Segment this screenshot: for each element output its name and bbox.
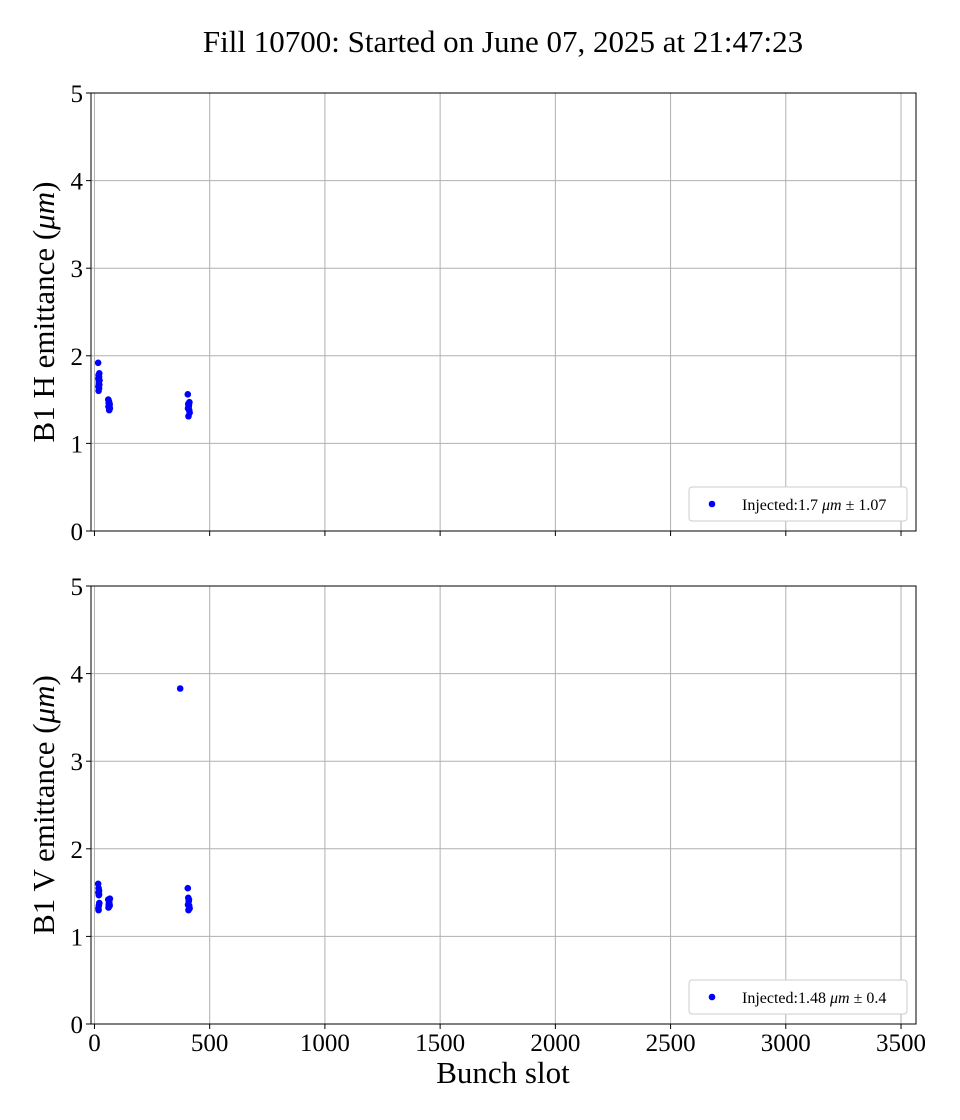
data-point [184, 884, 192, 892]
x-tick-label: 0 [88, 1030, 101, 1057]
x-tick-label: 3000 [761, 1030, 811, 1057]
data-point [185, 412, 192, 420]
y-axis-label: B1 V emittance (μm) [26, 675, 61, 935]
x-axis-label: Bunch slot [436, 1055, 570, 1090]
data-point [184, 405, 192, 412]
legend-marker [708, 500, 716, 508]
legend-colon: : [794, 497, 798, 514]
y-axis-label-close: ) [26, 182, 61, 192]
y-tick-label: 1 [71, 924, 84, 951]
data-point [106, 900, 113, 908]
legend-box [688, 979, 908, 1015]
legend-value: 1.48 [798, 990, 826, 1007]
y-tick-label: 5 [71, 81, 84, 108]
legend-unit: μm [829, 990, 850, 1007]
y-axis-label-text: B1 H emittance ( [26, 230, 61, 443]
bottom-panel: 0 500 1000 1500 2000 2500 3000 3500 0 1 2 3 4 5 B1 V e… [26, 574, 926, 1057]
data-point [95, 381, 103, 389]
legend-series-name: Injected [742, 990, 794, 1007]
plot-frame [90, 585, 917, 1025]
y-tick-label: 3 [71, 256, 84, 283]
y-tick-label: 4 [71, 169, 84, 196]
y-axis-label-unit: μm [26, 685, 61, 724]
plot-frame [90, 92, 917, 532]
data-point [106, 402, 113, 410]
legend-plus-minus: ± [846, 497, 855, 514]
legend-plus-minus: ± [854, 990, 863, 1007]
x-tick-label: 2000 [530, 1030, 580, 1057]
y-tick-label: 0 [71, 1012, 84, 1039]
data-point [184, 901, 192, 909]
data-point [106, 895, 114, 903]
x-tick-label: 2500 [646, 1030, 696, 1057]
legend-series-name: Injected [742, 497, 794, 514]
y-tick-label: 0 [71, 519, 84, 546]
legend-unit: μm [821, 497, 842, 514]
x-tick-label: 1500 [415, 1030, 465, 1057]
data-point [95, 370, 103, 377]
x-tick-label: 1000 [300, 1030, 350, 1057]
legend-error: 1.07 [858, 497, 886, 514]
legend-marker [708, 993, 716, 1001]
y-tick-label: 3 [71, 749, 84, 776]
legend-value: 1.7 [798, 497, 818, 514]
data-point [185, 906, 192, 914]
y-tick-label: 1 [71, 431, 84, 458]
legend-error: 0.4 [866, 990, 886, 1007]
data-point [95, 906, 102, 914]
data-point [184, 391, 192, 398]
y-axis-label-close: ) [26, 675, 61, 685]
y-axis-label-text: B1 V emittance ( [26, 723, 61, 935]
y-axis-label: B1 H emittance (μm) [26, 182, 61, 443]
data-point [176, 685, 184, 692]
legend-colon: : [794, 990, 798, 1007]
data-point [185, 896, 193, 903]
x-tick-label: 3500 [876, 1030, 926, 1057]
y-tick-label: 4 [71, 662, 84, 689]
data-point [186, 398, 193, 406]
y-tick-label: 2 [71, 837, 84, 864]
y-tick-label: 2 [71, 344, 84, 371]
y-axis-label-unit: μm [26, 192, 61, 231]
legend-label: Injected:1.7 μm ± 1.07 [742, 497, 886, 514]
data-point [95, 891, 103, 898]
y-tick-label: 5 [71, 574, 84, 601]
legend-label: Injected:1.48 μm ± 0.4 [742, 990, 886, 1007]
x-tick-label: 500 [191, 1030, 229, 1057]
legend-box [688, 486, 908, 522]
chart-title: Fill 10700: Started on June 07, 2025 at … [203, 24, 803, 59]
data-point [94, 359, 102, 367]
